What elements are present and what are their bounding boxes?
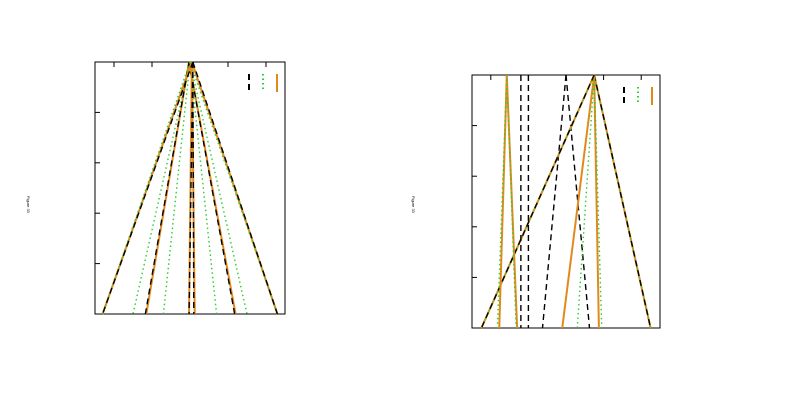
series-zeeman-line bbox=[132, 61, 191, 315]
series-pb-line bbox=[593, 74, 652, 329]
series-pb-line bbox=[144, 61, 190, 315]
series-pb-line bbox=[188, 61, 194, 315]
series-pb-line bbox=[565, 74, 591, 329]
figure-caption-right: Figure 33 bbox=[411, 196, 416, 214]
series-zeeman-line bbox=[593, 74, 652, 329]
figure-caption-left: Figure 33 bbox=[26, 196, 31, 214]
series-zeeman-line bbox=[506, 74, 517, 329]
chart-right bbox=[471, 74, 661, 329]
series-zeeman-line bbox=[576, 74, 595, 329]
series-pb-line bbox=[101, 61, 194, 315]
series-pb-line bbox=[188, 61, 236, 315]
series-zeeman-line bbox=[189, 61, 248, 315]
series-exact-line bbox=[498, 74, 508, 329]
series-pb-line bbox=[192, 61, 195, 315]
series-exact-line bbox=[188, 61, 237, 315]
chart-left bbox=[94, 61, 286, 315]
series-exact-line bbox=[561, 74, 596, 329]
series-zeeman-line bbox=[189, 61, 218, 315]
series-zeeman-line bbox=[496, 74, 508, 329]
series-pb-line bbox=[541, 74, 567, 329]
series-zeeman-line bbox=[162, 61, 191, 315]
series-exact-line bbox=[593, 74, 600, 329]
series-exact-line bbox=[145, 61, 191, 315]
series-pb-line bbox=[192, 61, 279, 315]
series-zeeman-line bbox=[593, 74, 603, 329]
